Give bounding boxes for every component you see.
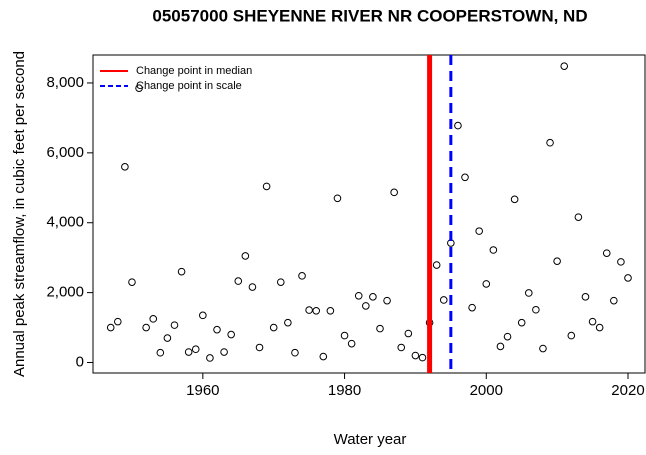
point: [326, 306, 335, 315]
point: [468, 303, 476, 312]
point: [184, 348, 193, 356]
point: [276, 278, 285, 286]
point: [291, 348, 299, 357]
point: [135, 84, 143, 92]
point: [269, 323, 278, 332]
point: [539, 344, 547, 353]
point: [567, 331, 576, 340]
point: [560, 62, 569, 70]
point: [588, 317, 597, 326]
point: [347, 339, 356, 348]
chart-title: 05057000 SHEYENNE RIVER NR COOPERSTOWN, …: [152, 6, 587, 25]
x-tick-label: 2000: [470, 382, 503, 399]
point: [206, 354, 214, 362]
point: [234, 277, 243, 285]
point: [418, 353, 427, 362]
x-axis-label: Water year: [334, 431, 407, 448]
point: [524, 289, 533, 297]
point: [404, 329, 413, 338]
point: [574, 213, 583, 221]
point: [106, 323, 115, 332]
point: [461, 173, 469, 182]
point: [602, 249, 611, 257]
point: [213, 325, 221, 334]
point: [510, 195, 519, 204]
point: [354, 291, 363, 300]
point: [489, 246, 498, 254]
point: [170, 321, 179, 329]
point: [333, 194, 342, 203]
point: [376, 324, 384, 333]
legend-label: Change point in median: [136, 65, 252, 77]
point: [284, 318, 292, 327]
point: [114, 317, 122, 326]
point: [432, 261, 441, 269]
point: [128, 278, 136, 286]
point: [397, 343, 406, 352]
point: [390, 188, 398, 197]
point: [227, 330, 235, 339]
point: [262, 182, 271, 191]
point: [617, 258, 625, 266]
point: [369, 293, 377, 301]
point: [610, 296, 618, 305]
point: [595, 323, 604, 332]
point: [482, 280, 491, 288]
point: [475, 227, 483, 235]
y-axis-label: Annual peak streamflow, in cubic feet pe…: [11, 51, 28, 377]
y-tick-label: 4,000: [46, 214, 84, 231]
point: [199, 311, 207, 320]
point: [546, 138, 554, 147]
point: [454, 121, 462, 130]
point: [624, 274, 632, 282]
point: [149, 315, 158, 323]
point: [241, 252, 250, 260]
point: [191, 345, 200, 354]
y-tick-label: 0: [76, 353, 84, 370]
point: [248, 283, 257, 291]
point: [156, 348, 165, 357]
point: [121, 163, 129, 171]
point: [581, 293, 590, 301]
x-tick-label: 2020: [611, 382, 644, 399]
point: [312, 306, 321, 315]
point: [496, 342, 505, 351]
point: [383, 296, 391, 305]
point: [411, 351, 420, 360]
point: [255, 343, 264, 352]
point: [163, 334, 172, 342]
point: [319, 352, 328, 361]
x-tick-label: 1960: [186, 382, 219, 399]
point: [142, 323, 150, 332]
point: [362, 302, 370, 310]
point: [517, 318, 526, 327]
legend-label: Change point in scale: [136, 80, 242, 92]
point: [305, 306, 313, 314]
point: [532, 305, 540, 314]
y-tick-label: 2,000: [46, 284, 84, 301]
point: [340, 331, 349, 340]
point: [503, 332, 512, 341]
y-tick-label: 6,000: [46, 144, 84, 161]
y-tick-label: 8,000: [46, 74, 84, 91]
point: [177, 267, 186, 276]
point: [439, 296, 448, 304]
point: [220, 348, 228, 356]
point: [298, 272, 306, 280]
point: [553, 257, 561, 265]
x-tick-label: 1980: [328, 382, 361, 399]
plot-frame: [92, 54, 646, 374]
